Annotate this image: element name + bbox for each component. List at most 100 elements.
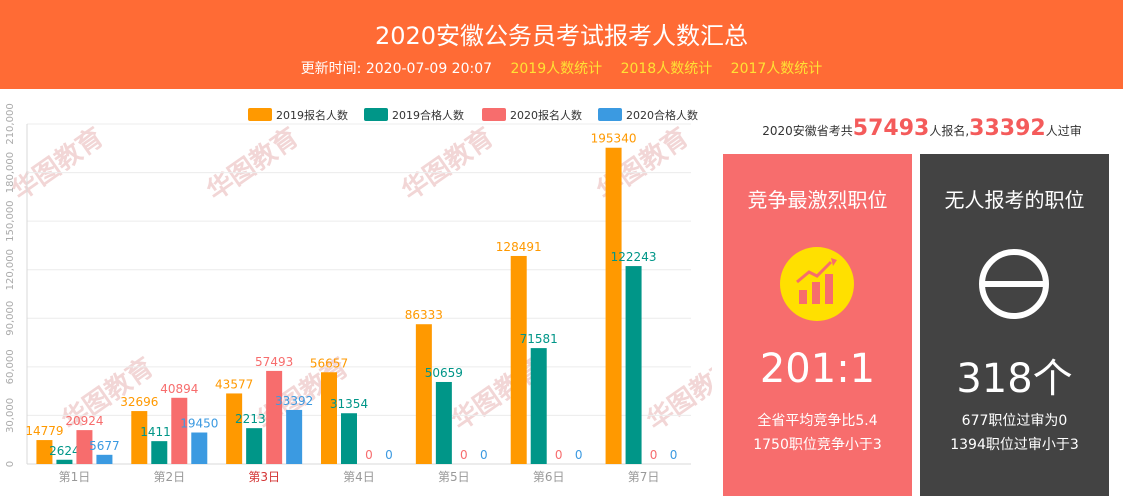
bar-value-label: 57493: [255, 355, 293, 369]
bar-value-label: 33392: [275, 394, 313, 408]
total-passed: 33392: [969, 116, 1046, 141]
y-tick-label: 150,000: [5, 200, 16, 241]
x-tick-label: 第3日: [248, 470, 280, 484]
bar: [321, 372, 337, 464]
competition-ratio: 201:1: [759, 346, 876, 392]
bar: [435, 381, 452, 464]
legend-swatch: [598, 108, 622, 121]
x-tick-label: 第6日: [533, 470, 565, 484]
bar: [151, 441, 168, 464]
bar: [131, 411, 148, 464]
bar: [76, 430, 93, 464]
link-2017-stats[interactable]: 2017人数统计: [730, 61, 823, 77]
bar-value-label: 0: [575, 448, 583, 462]
bar-value-label: 50659: [425, 366, 463, 380]
x-tick-label: 第1日: [59, 470, 91, 484]
y-tick-label: 180,000: [5, 152, 16, 193]
bar: [530, 348, 547, 464]
no-applicants-card-title: 无人报考的职位: [944, 188, 1085, 212]
no-applicants-card: 无人报考的职位 318个 677职位过审为0 1394职位过审小于3: [920, 154, 1109, 496]
no-applicants-line1: 677职位过审为0: [961, 413, 1068, 429]
legend-label: 2019报名人数: [276, 108, 348, 122]
bar-value-label: 2624: [49, 444, 80, 458]
bar-value-label: 31354: [330, 397, 368, 411]
y-tick-label: 30,000: [5, 398, 16, 433]
bar-chart-icon: [780, 247, 854, 321]
link-2019-stats[interactable]: 2019人数统计: [510, 61, 603, 77]
link-2018-stats[interactable]: 2018人数统计: [620, 61, 713, 77]
update-time: 2020-07-09 20:07: [365, 61, 493, 77]
bar-value-label: 5677: [89, 439, 120, 453]
bar-value-label: 195340: [591, 132, 637, 146]
legend-swatch: [248, 108, 272, 121]
competition-card: 竞争最激烈职位 201:1 全省平均竞争比5.4 1750职位竞争小于3: [723, 154, 912, 496]
y-tick-label: 210,000: [5, 103, 16, 144]
page-title: 2020安徽公务员考试报考人数汇总: [374, 22, 749, 50]
bar-value-label: 40894: [160, 382, 198, 396]
bar: [226, 393, 243, 464]
x-tick-label: 第7日: [628, 470, 660, 484]
legend-swatch: [364, 108, 388, 121]
competition-line1: 全省平均竞争比5.4: [757, 413, 878, 429]
watermark-logo: 华图教育: [6, 122, 109, 207]
bar: [246, 428, 263, 464]
legend-swatch: [482, 108, 506, 121]
bar-value-label: 14116: [140, 425, 178, 439]
y-tick-label: 120,000: [5, 249, 16, 290]
bar-value-label: 0: [555, 448, 563, 462]
applicants-bar-chart: 华图教育 华图教育 华图教育 华图教育 华图教育 华图教育 华图教育 华图教育 0 30,000 6…: [0, 96, 744, 496]
bar: [266, 370, 283, 464]
summary-suffix: 人过审: [1045, 124, 1082, 138]
bar-value-label: 20924: [65, 414, 103, 428]
empty-circle-icon: [979, 249, 1049, 319]
bar: [171, 397, 188, 464]
y-tick-label: 0: [5, 461, 16, 467]
bar: [341, 413, 357, 464]
bar-value-label: 86333: [405, 308, 443, 322]
bar-value-label: 22135: [235, 412, 273, 426]
bar-value-label: 32696: [120, 395, 158, 409]
bar: [191, 432, 208, 464]
update-label: 更新时间:: [300, 61, 362, 77]
competition-line2: 1750职位竞争小于3: [753, 437, 882, 453]
legend-label: 2020合格人数: [626, 108, 698, 122]
bar-value-label: 128491: [496, 240, 542, 254]
summary-middle: 人报名,: [929, 124, 970, 138]
x-tick-label: 第4日: [343, 470, 375, 484]
bar: [625, 266, 642, 464]
bar: [510, 255, 527, 464]
no-applicants-line2: 1394职位过审小于3: [950, 437, 1079, 453]
page-header: 2020安徽公务员考试报考人数汇总 更新时间: 2020-07-09 20:07…: [0, 0, 1123, 89]
bar-value-label: 56657: [310, 356, 348, 370]
bar: [56, 459, 73, 464]
watermark-logo: 华图教育: [641, 352, 712, 437]
bar: [36, 440, 53, 464]
bar-value-label: 0: [460, 448, 468, 462]
bar: [286, 409, 303, 464]
bar: [605, 147, 622, 464]
bar-value-label: 0: [385, 448, 393, 462]
x-tick-label: 第5日: [438, 470, 470, 484]
bar-value-label: 0: [650, 448, 658, 462]
y-tick-label: 60,000: [5, 349, 16, 384]
summary-line: 2020安徽省考共57493人报名,33392人过审: [722, 116, 1122, 141]
bar-value-label: 122243: [611, 250, 657, 264]
watermark-logo: 华图教育: [201, 122, 304, 207]
competition-card-title: 竞争最激烈职位: [747, 188, 888, 212]
bar-value-label: 0: [480, 448, 488, 462]
bar: [415, 324, 432, 464]
legend-label: 2020报名人数: [510, 108, 582, 122]
legend-label: 2019合格人数: [392, 108, 464, 122]
header-subrow: 更新时间: 2020-07-09 20:07 2019人数统计 2018人数统计…: [0, 58, 1123, 78]
no-applicants-count: 318个: [956, 356, 1073, 402]
bar-value-label: 19450: [180, 417, 218, 431]
bar-value-label: 14779: [25, 424, 63, 438]
y-tick-label: 90,000: [5, 301, 16, 336]
x-tick-label: 第2日: [153, 470, 185, 484]
bar-value-label: 0: [670, 448, 678, 462]
watermark-logo: 华图教育: [396, 122, 499, 207]
bar: [96, 454, 113, 464]
bar-value-label: 43577: [215, 377, 253, 391]
bar-value-label: 0: [365, 448, 373, 462]
